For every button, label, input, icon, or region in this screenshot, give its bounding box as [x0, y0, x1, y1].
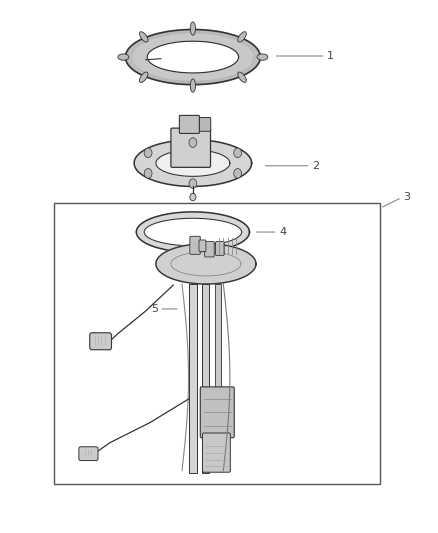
Polygon shape [134, 140, 252, 187]
Bar [53, 203, 380, 484]
Circle shape [189, 138, 197, 147]
Circle shape [190, 193, 196, 201]
Polygon shape [136, 212, 250, 252]
Circle shape [234, 148, 242, 158]
FancyBboxPatch shape [215, 241, 224, 255]
Circle shape [144, 148, 152, 158]
FancyBboxPatch shape [202, 433, 230, 472]
FancyBboxPatch shape [190, 236, 200, 254]
Ellipse shape [190, 22, 195, 35]
Ellipse shape [257, 54, 268, 60]
Bar [201, 284, 209, 473]
Polygon shape [144, 218, 242, 246]
FancyBboxPatch shape [200, 387, 234, 438]
FancyBboxPatch shape [171, 128, 211, 167]
Ellipse shape [139, 31, 148, 42]
Text: 4: 4 [279, 227, 286, 237]
FancyBboxPatch shape [90, 333, 112, 350]
Circle shape [234, 168, 242, 178]
Text: 5: 5 [151, 304, 158, 314]
Ellipse shape [238, 31, 246, 42]
FancyBboxPatch shape [79, 447, 98, 461]
Polygon shape [147, 41, 239, 73]
FancyBboxPatch shape [199, 240, 206, 252]
Circle shape [144, 168, 152, 178]
Ellipse shape [139, 72, 148, 83]
Text: 3: 3 [403, 191, 410, 201]
FancyBboxPatch shape [180, 115, 199, 133]
Text: 1: 1 [327, 51, 334, 61]
Polygon shape [156, 150, 230, 176]
Polygon shape [156, 244, 256, 284]
Ellipse shape [190, 79, 195, 92]
Ellipse shape [118, 54, 129, 60]
FancyBboxPatch shape [205, 241, 214, 257]
Text: 2: 2 [312, 161, 319, 171]
Bar [189, 284, 197, 473]
Ellipse shape [238, 72, 246, 83]
FancyBboxPatch shape [199, 117, 211, 131]
Bar [215, 284, 221, 447]
Polygon shape [125, 29, 260, 85]
Circle shape [189, 179, 197, 188]
